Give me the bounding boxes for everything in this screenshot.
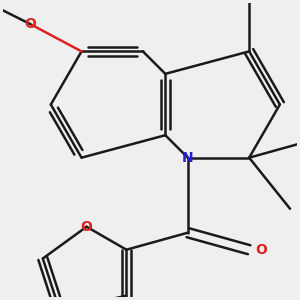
- Text: N: N: [182, 151, 194, 165]
- Text: O: O: [81, 220, 92, 234]
- Text: O: O: [255, 243, 267, 257]
- Text: O: O: [24, 17, 36, 31]
